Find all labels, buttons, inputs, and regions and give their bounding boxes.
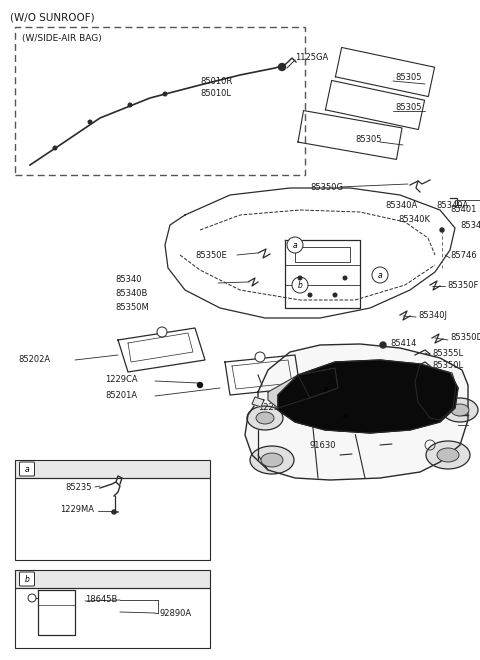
Text: 85401: 85401	[450, 205, 476, 214]
Polygon shape	[298, 368, 338, 398]
Circle shape	[337, 407, 353, 423]
Circle shape	[157, 327, 167, 337]
Circle shape	[380, 342, 386, 348]
Text: 85340A: 85340A	[436, 201, 468, 209]
Text: 85010L: 85010L	[200, 90, 231, 98]
Ellipse shape	[437, 448, 459, 462]
Ellipse shape	[256, 412, 274, 424]
Text: 85340J: 85340J	[418, 312, 447, 321]
Text: 85350M: 85350M	[115, 304, 149, 312]
Text: 91630: 91630	[310, 440, 336, 449]
Text: 85305: 85305	[395, 73, 421, 82]
Text: a: a	[323, 385, 327, 395]
Ellipse shape	[451, 404, 469, 416]
Text: b: b	[24, 574, 29, 583]
Text: a: a	[24, 465, 29, 473]
Circle shape	[28, 594, 36, 602]
Circle shape	[317, 382, 333, 398]
Text: 85350D: 85350D	[450, 333, 480, 343]
Text: 85340B: 85340B	[115, 290, 147, 298]
Text: 85350F: 85350F	[447, 282, 479, 290]
Text: 18645B: 18645B	[85, 595, 118, 605]
Text: 1229CA: 1229CA	[258, 403, 290, 412]
Text: 1125KB: 1125KB	[346, 418, 378, 426]
Text: 1125GA: 1125GA	[295, 53, 328, 61]
Circle shape	[163, 92, 167, 96]
Ellipse shape	[261, 453, 283, 467]
Circle shape	[343, 276, 347, 280]
Circle shape	[112, 510, 116, 514]
Text: 85202A: 85202A	[18, 356, 50, 364]
FancyBboxPatch shape	[20, 462, 35, 476]
Text: b: b	[298, 280, 302, 290]
Text: a: a	[293, 240, 297, 249]
Polygon shape	[278, 360, 458, 433]
Circle shape	[300, 412, 304, 418]
Circle shape	[351, 426, 359, 434]
Circle shape	[255, 352, 265, 362]
Text: 1229CA: 1229CA	[105, 376, 138, 385]
Text: 85235: 85235	[65, 482, 92, 492]
Circle shape	[278, 63, 286, 71]
Circle shape	[440, 228, 444, 232]
Ellipse shape	[442, 398, 478, 422]
Text: 1229MA: 1229MA	[60, 506, 94, 515]
Circle shape	[333, 293, 337, 297]
Circle shape	[337, 425, 343, 431]
Ellipse shape	[250, 446, 294, 474]
FancyBboxPatch shape	[15, 460, 210, 478]
Circle shape	[372, 267, 388, 283]
Text: 85340A: 85340A	[460, 220, 480, 230]
Text: a: a	[378, 271, 382, 279]
Circle shape	[287, 237, 303, 253]
Ellipse shape	[247, 406, 283, 430]
Text: 85340: 85340	[115, 275, 142, 284]
Circle shape	[197, 383, 203, 387]
FancyBboxPatch shape	[20, 572, 35, 586]
Text: 85340K: 85340K	[398, 216, 430, 224]
Text: 85201A: 85201A	[105, 391, 137, 399]
Text: 85414: 85414	[390, 339, 416, 348]
Ellipse shape	[426, 441, 470, 469]
Polygon shape	[245, 344, 468, 480]
Text: (W/O SUNROOF): (W/O SUNROOF)	[10, 13, 95, 23]
Text: 85305: 85305	[395, 104, 421, 112]
Text: 85355L: 85355L	[432, 350, 463, 358]
Text: 85305: 85305	[355, 135, 382, 145]
Text: (W/SIDE-AIR BAG): (W/SIDE-AIR BAG)	[22, 34, 102, 42]
Circle shape	[128, 103, 132, 107]
Circle shape	[53, 147, 57, 150]
Text: 95520A: 95520A	[360, 422, 392, 430]
Text: 92890A: 92890A	[160, 609, 192, 618]
Circle shape	[88, 120, 92, 124]
Text: 85350L: 85350L	[432, 362, 463, 370]
Circle shape	[308, 293, 312, 297]
Text: 85340A: 85340A	[385, 201, 417, 209]
Polygon shape	[252, 397, 264, 407]
Text: a: a	[343, 411, 348, 420]
FancyBboxPatch shape	[15, 570, 210, 588]
Circle shape	[298, 276, 302, 280]
Text: 85010R: 85010R	[200, 77, 232, 86]
Text: 85350E: 85350E	[195, 251, 227, 261]
Circle shape	[292, 277, 308, 293]
Text: 85350G: 85350G	[310, 183, 343, 193]
Polygon shape	[415, 364, 456, 420]
Text: 85746: 85746	[450, 251, 477, 259]
Polygon shape	[268, 368, 338, 408]
